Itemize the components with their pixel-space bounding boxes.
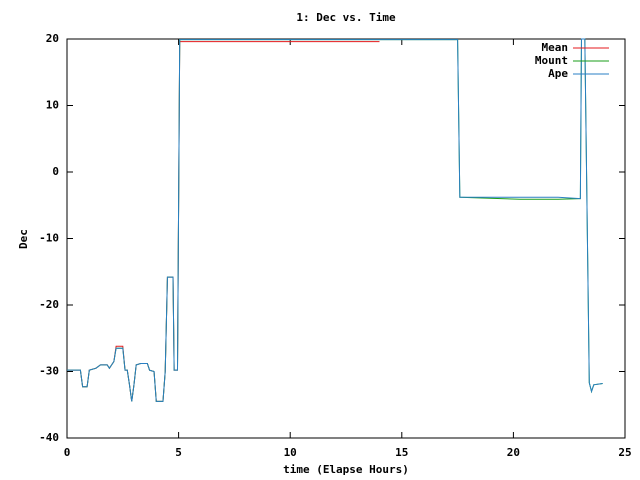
y-tick-label: -30	[39, 365, 59, 378]
x-tick-label: 20	[507, 446, 520, 459]
y-tick-label: -40	[39, 431, 59, 444]
y-axis-label: Dec	[17, 229, 30, 249]
chart-title: 1: Dec vs. Time	[296, 11, 396, 24]
y-tick-label: 10	[46, 99, 59, 112]
legend-label: Mean	[542, 41, 569, 54]
y-tick-label: 0	[52, 165, 59, 178]
x-tick-label: 25	[618, 446, 631, 459]
data-line	[67, 38, 603, 402]
data-line	[67, 41, 380, 402]
x-tick-label: 10	[284, 446, 297, 459]
y-tick-label: -10	[39, 232, 59, 245]
y-tick-label: -20	[39, 298, 59, 311]
plot-frame	[66, 38, 626, 439]
x-axis-label: time (Elapse Hours)	[283, 463, 409, 476]
x-tick-label: 5	[175, 446, 182, 459]
x-tick-label: 0	[64, 446, 71, 459]
x-tick-label: 15	[395, 446, 408, 459]
y-tick-label: 20	[46, 32, 59, 45]
legend-label: Mount	[535, 54, 568, 67]
legend-label: Ape	[548, 67, 568, 80]
data-line	[67, 38, 603, 402]
